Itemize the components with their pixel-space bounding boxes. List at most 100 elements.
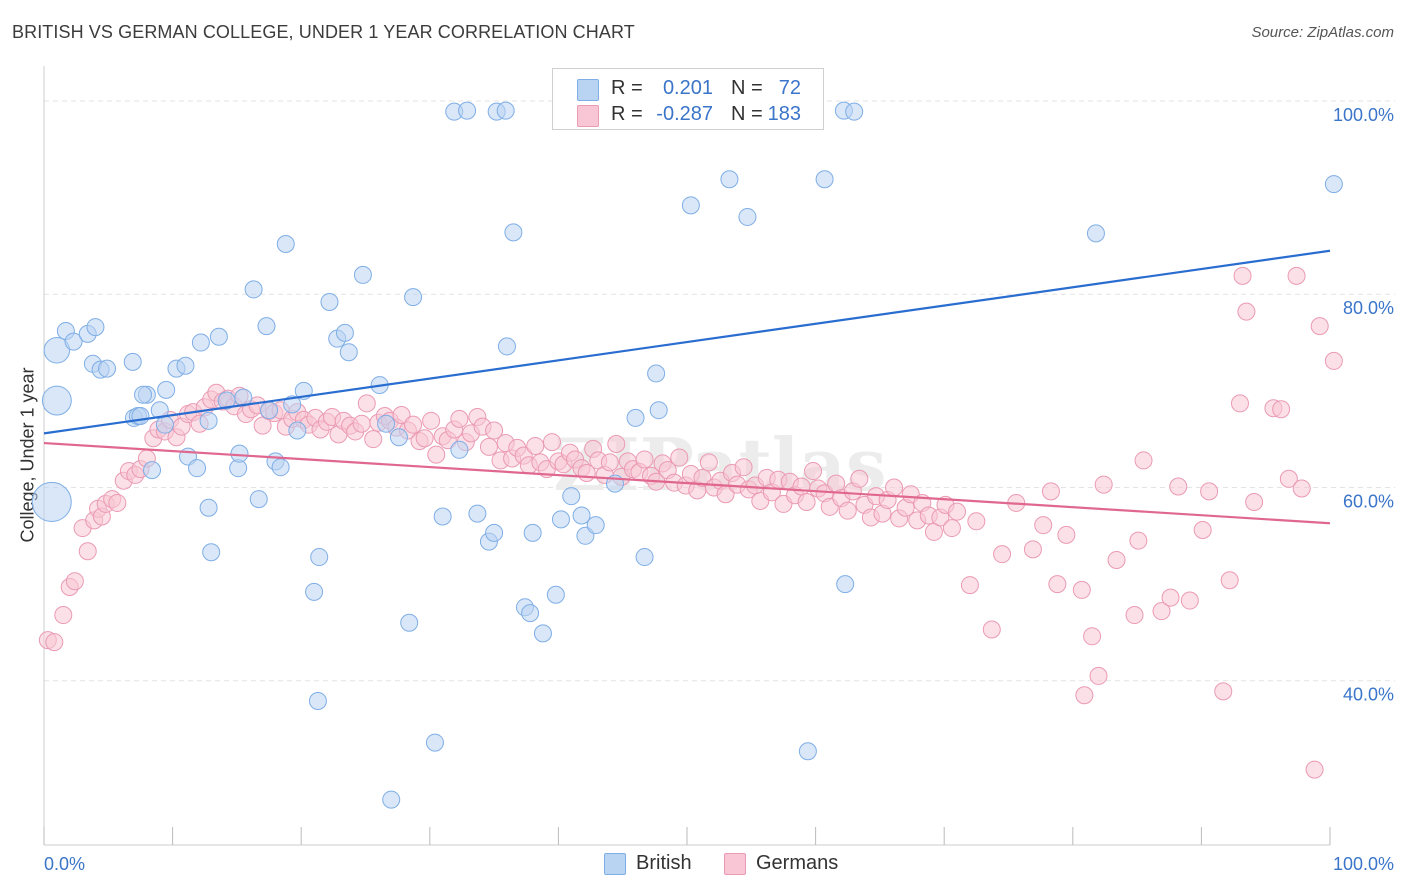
y-tick-label: 40.0% [1343, 685, 1394, 705]
british-n-label: N = [731, 77, 763, 99]
germans-point [364, 430, 383, 449]
germans-point [734, 458, 753, 477]
germans-point [1075, 686, 1094, 705]
germans-point [1292, 479, 1311, 498]
british-point [635, 548, 654, 567]
british-point [562, 487, 581, 506]
germans-point [526, 436, 545, 455]
germans-point [1041, 482, 1060, 501]
british-point [649, 401, 668, 420]
british-point [433, 507, 452, 526]
british-point [260, 401, 279, 420]
legend-row-germans: R = -0.287 N = 183 [553, 101, 823, 131]
germans-point [1034, 516, 1053, 535]
germans-point [404, 415, 423, 434]
germans-point [1237, 302, 1256, 321]
british-point [647, 364, 666, 383]
germans-point [1125, 606, 1144, 625]
germans-point [357, 394, 376, 413]
british-point [305, 582, 324, 601]
british-point [202, 543, 221, 562]
germans-r-label: R = [611, 103, 643, 125]
germans-point [45, 633, 64, 652]
british-point [497, 337, 516, 356]
germans-point [1161, 588, 1180, 607]
british-point [134, 385, 153, 404]
british-r-value: 0.201 [662, 77, 713, 99]
british-point [244, 280, 263, 299]
germans-point [108, 493, 127, 512]
germans-point [1230, 394, 1249, 413]
germans-point [485, 421, 504, 440]
british-point [533, 624, 552, 643]
trend-layer [43, 249, 1331, 525]
british-point [681, 196, 700, 215]
british-point [458, 101, 477, 120]
germans-point [65, 572, 84, 591]
germans-point [607, 435, 626, 454]
germans-point [1089, 666, 1108, 685]
british-point [308, 692, 327, 711]
germans-point [78, 542, 97, 561]
germans-point [1287, 266, 1306, 285]
germans-point [982, 620, 1001, 639]
british-point [404, 288, 423, 307]
germans-point [1107, 550, 1126, 569]
british-point [199, 498, 218, 517]
british-point [271, 458, 290, 477]
british-legend-label: British [636, 852, 692, 874]
british-point [155, 415, 174, 434]
germans-point [699, 453, 718, 472]
british-point [400, 613, 419, 632]
germans-point [993, 545, 1012, 564]
british-point [209, 327, 228, 346]
british-point [98, 359, 117, 378]
british-point [143, 461, 162, 480]
germans-point [635, 450, 654, 469]
british-point [377, 414, 396, 433]
x-tick-label: 100.0% [1333, 854, 1394, 874]
germans-point [1134, 451, 1153, 470]
british-point [64, 332, 83, 351]
british-point [521, 604, 540, 623]
british-point [131, 406, 150, 425]
germans-point [885, 478, 904, 497]
germans-point [1272, 400, 1291, 419]
germans-point [427, 445, 446, 464]
british-point [283, 395, 302, 414]
germans-point [942, 519, 961, 538]
germans-point [1129, 531, 1148, 550]
germans-point [1279, 469, 1298, 488]
germans-point [1233, 266, 1252, 285]
germans-point [804, 462, 823, 481]
british-swatch [577, 79, 599, 101]
germans-point [967, 512, 986, 531]
british-point [845, 102, 864, 121]
germans-point [392, 406, 411, 425]
british-point [249, 490, 268, 509]
british-point [191, 333, 210, 352]
germans-legend-label: Germans [756, 852, 839, 874]
british-point [586, 516, 605, 535]
germans-point [1180, 591, 1199, 610]
germans-point [600, 453, 619, 472]
stats-legend: R = 0.201 N = 72 R = -0.287 N = 183 [552, 68, 824, 130]
british-point [199, 411, 218, 430]
germans-trend-line [43, 441, 1331, 525]
british-point [335, 323, 354, 342]
british-point [43, 337, 71, 364]
germans-point [850, 469, 869, 488]
germans-point [1324, 351, 1343, 370]
germans-point [670, 448, 689, 467]
germans-point [1245, 492, 1264, 511]
british-point [523, 523, 542, 542]
germans-point [1023, 540, 1042, 559]
germans-point [1083, 627, 1102, 646]
british-point [86, 318, 105, 337]
british-point [389, 428, 408, 447]
germans-legend-swatch [724, 853, 746, 875]
germans-r-value: -0.287 [656, 103, 713, 125]
y-tick-label: 80.0% [1343, 298, 1394, 318]
germans-swatch [577, 105, 599, 127]
